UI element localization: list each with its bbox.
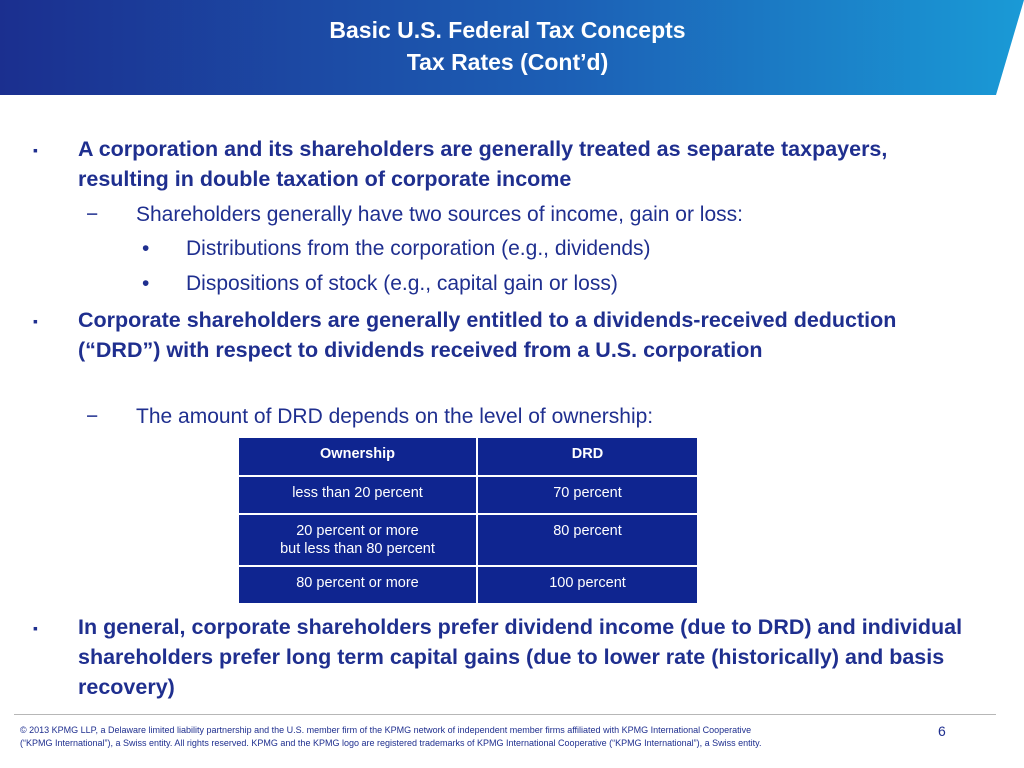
table-row: less than 20 percent 70 percent [237, 475, 699, 515]
item-distributions: Distributions from the corporation (e.g.… [186, 237, 651, 260]
ownership-line-1: 20 percent or more [296, 523, 419, 539]
footer-divider [14, 714, 996, 715]
title-line-2: Tax Rates (Cont’d) [406, 49, 609, 75]
table-cell-drd: 100 percent [476, 565, 699, 605]
bullet-drd: Corporate shareholders are generally ent… [78, 308, 897, 362]
table-header-row: Ownership DRD [237, 436, 699, 477]
dot-bullet-icon: • [142, 237, 150, 260]
table-row: 80 percent or more 100 percent [237, 565, 699, 605]
page-number: 6 [938, 723, 946, 739]
table-cell-ownership: 20 percent or more but less than 80 perc… [237, 513, 478, 567]
copyright-line-2: (“KPMG International”), a Swiss entity. … [20, 738, 762, 748]
sub-bullet-drd-ownership: The amount of DRD depends on the level o… [136, 405, 654, 428]
table-cell-drd: 80 percent [476, 513, 699, 567]
item-dispositions: Dispositions of stock (e.g., capital gai… [186, 272, 618, 295]
drd-table: Ownership DRD less than 20 percent 70 pe… [237, 436, 699, 605]
square-bullet-icon: ▪ [33, 620, 38, 636]
copyright-line-1: © 2013 KPMG LLP, a Delaware limited liab… [20, 725, 752, 735]
dash-bullet-icon: − [86, 203, 99, 226]
table-header-drd: DRD [476, 436, 699, 477]
title-line-1: Basic U.S. Federal Tax Concepts [329, 17, 686, 43]
table-row: 20 percent or more but less than 80 perc… [237, 513, 699, 567]
table-cell-ownership: 80 percent or more [237, 565, 478, 605]
dot-bullet-icon: • [142, 272, 150, 295]
table-cell-ownership: less than 20 percent [237, 475, 478, 515]
ownership-line-2: but less than 80 percent [280, 541, 435, 557]
dash-bullet-icon: − [86, 405, 99, 428]
square-bullet-icon: ▪ [33, 142, 38, 158]
footer-copyright: © 2013 KPMG LLP, a Delaware limited liab… [20, 724, 890, 750]
header-banner [0, 0, 1024, 95]
slide-header: Basic U.S. Federal Tax Concepts Tax Rate… [0, 0, 1024, 95]
slide-title: Basic U.S. Federal Tax Concepts Tax Rate… [0, 14, 1015, 78]
table-header-ownership: Ownership [237, 436, 478, 477]
bullet-preference: In general, corporate shareholders prefe… [78, 615, 963, 699]
square-bullet-icon: ▪ [33, 313, 38, 329]
bullet-double-taxation: A corporation and its shareholders are g… [78, 137, 888, 191]
sub-bullet-income-sources: Shareholders generally have two sources … [136, 203, 743, 226]
table-cell-drd: 70 percent [476, 475, 699, 515]
